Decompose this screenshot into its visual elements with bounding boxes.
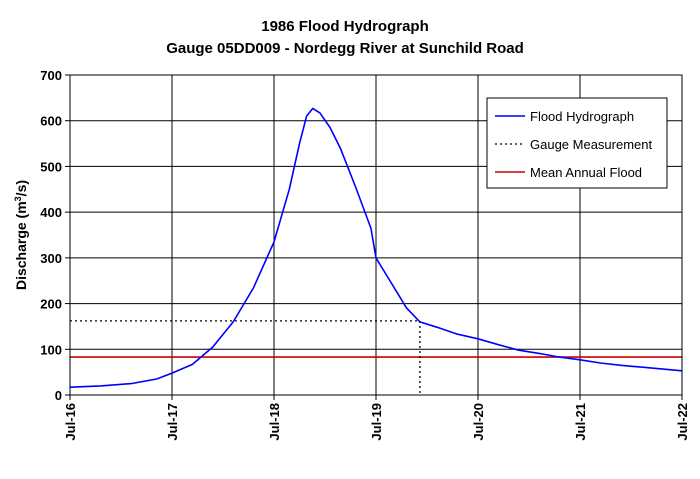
- series-layer: [69, 107, 683, 395]
- series-line-gauge-measurement: [70, 320, 421, 395]
- x-tick-label: Jul-17: [165, 403, 180, 441]
- y-tick-label: 100: [40, 342, 62, 357]
- y-axis-label: Discharge (m3/s): [13, 180, 29, 290]
- y-tick-label: 400: [40, 205, 62, 220]
- legend-label-flood-hydrograph: Flood Hydrograph: [530, 109, 634, 124]
- y-tick-label: 600: [40, 114, 62, 129]
- legend-box: [486, 97, 668, 189]
- x-tick-label: Jul-18: [267, 403, 282, 441]
- x-tick-label: Jul-21: [573, 403, 588, 441]
- x-axis: Jul-16 Jul-17 Jul-18 Jul-19 Jul-20 Jul-21 Jul-…: [63, 395, 690, 441]
- y-axis-label-superscript: 3: [13, 196, 23, 201]
- x-tick-label: Jul-16: [63, 403, 78, 441]
- legend-label-gauge-measurement: Gauge Measurement: [530, 137, 653, 152]
- series-line-flood-hydrograph: [69, 107, 683, 388]
- y-tick-label: 200: [40, 297, 62, 312]
- chart-subtitle: Gauge 05DD009 - Nordegg River at Sunchil…: [166, 40, 524, 57]
- y-axis: 0 100 200 300 400 500 600 700: [40, 68, 70, 403]
- x-tick-label: Jul-20: [471, 403, 486, 441]
- legend: Flood Hydrograph Gauge Measurement Mean …: [486, 97, 668, 189]
- chart-title: 1986 Flood Hydrograph: [261, 18, 429, 35]
- y-axis-label-prefix: Discharge (m: [13, 201, 29, 290]
- y-tick-label: 0: [55, 388, 62, 403]
- x-tick-label: Jul-19: [369, 403, 384, 441]
- y-axis-label-suffix: /s): [13, 180, 29, 196]
- y-tick-label: 500: [40, 159, 62, 174]
- legend-label-mean-annual-flood: Mean Annual Flood: [530, 165, 642, 180]
- x-tick-label: Jul-22: [675, 403, 690, 441]
- y-tick-label: 700: [40, 68, 62, 83]
- y-tick-label: 300: [40, 251, 62, 266]
